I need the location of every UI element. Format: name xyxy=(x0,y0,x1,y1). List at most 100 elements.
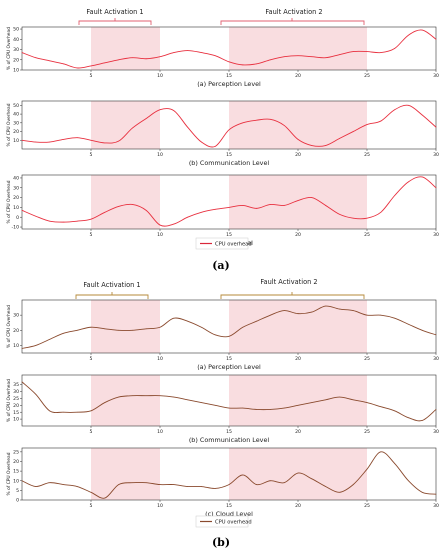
data-point xyxy=(270,480,271,482)
data-point xyxy=(421,329,423,331)
y-tick-label: 40 xyxy=(13,112,19,118)
data-point xyxy=(408,181,409,183)
y-tick-label: 30 xyxy=(13,389,19,395)
data-point xyxy=(201,211,202,213)
data-point xyxy=(118,396,119,398)
data-point xyxy=(325,486,326,487)
data-point xyxy=(159,109,161,111)
data-point xyxy=(297,404,299,406)
data-point xyxy=(380,451,382,453)
data-point xyxy=(104,142,106,144)
x-tick-label: 10 xyxy=(157,503,163,509)
data-point xyxy=(242,326,244,328)
data-point xyxy=(325,399,326,401)
data-point xyxy=(21,348,23,349)
data-point xyxy=(159,484,161,485)
data-point xyxy=(366,217,368,219)
data-point xyxy=(366,468,368,470)
data-point xyxy=(242,205,244,206)
data-point xyxy=(352,310,354,311)
data-point xyxy=(35,141,37,143)
x-tick-label: 5 xyxy=(90,73,93,79)
data-point xyxy=(173,110,175,111)
subplot-label: (b) Communication Level xyxy=(189,436,270,444)
data-point xyxy=(118,59,119,61)
data-point xyxy=(201,141,202,143)
data-point xyxy=(132,395,133,397)
legend-b: CPU overhead xyxy=(195,515,252,528)
data-point xyxy=(242,64,244,66)
chart-panel: 0 5 10 15 20 25 5 10 15 20 25 30 % of CPU Overhead (c… xyxy=(6,447,439,518)
data-point xyxy=(311,56,313,58)
y-tick-label: 40 xyxy=(13,37,19,43)
data-point xyxy=(283,125,285,126)
x-tick-label: 15 xyxy=(226,503,232,509)
data-point xyxy=(104,211,106,213)
data-point xyxy=(145,395,147,397)
data-point xyxy=(173,317,175,319)
data-point xyxy=(421,420,423,421)
data-point xyxy=(90,218,92,220)
caption-a: (a) xyxy=(212,259,230,272)
data-point xyxy=(187,126,188,128)
data-point xyxy=(394,463,395,464)
fault-shade xyxy=(91,101,160,149)
data-point xyxy=(380,211,382,213)
y-tick-label: 25 xyxy=(13,396,19,402)
x-tick-label: 5 xyxy=(90,503,93,509)
data-point xyxy=(104,402,106,403)
data-point xyxy=(339,396,340,398)
data-point xyxy=(21,480,23,482)
y-tick-label: 20 xyxy=(13,129,19,135)
fault-label-2: Fault Activation 2 xyxy=(260,278,317,286)
data-point xyxy=(49,339,50,340)
y-tick-label: -10 xyxy=(11,225,19,231)
x-tick-label: 20 xyxy=(295,232,301,238)
data-point xyxy=(435,493,437,495)
data-point xyxy=(214,404,216,406)
fault-shade xyxy=(91,375,160,426)
data-point xyxy=(394,317,395,319)
data-point xyxy=(228,407,230,409)
data-point xyxy=(242,122,244,124)
x-tick-label: 15 xyxy=(226,232,232,238)
data-point xyxy=(35,215,37,217)
data-point xyxy=(173,223,175,225)
data-point xyxy=(408,105,409,106)
y-tick-label: 50 xyxy=(13,27,19,33)
data-point xyxy=(256,63,257,65)
fault-shade xyxy=(91,300,160,353)
data-point xyxy=(228,484,230,485)
data-point xyxy=(201,402,202,403)
data-point xyxy=(283,56,285,58)
data-point xyxy=(228,61,230,63)
data-point xyxy=(297,55,299,57)
data-point xyxy=(159,326,161,328)
y-axis-label: % of CPU Overhead xyxy=(6,103,12,146)
data-point xyxy=(35,345,37,346)
data-point xyxy=(187,320,188,322)
data-point xyxy=(283,310,285,311)
data-point xyxy=(352,217,354,219)
data-point xyxy=(394,109,395,111)
data-point xyxy=(311,478,313,480)
data-point xyxy=(270,204,271,205)
y-tick-label: 20 xyxy=(13,57,19,63)
data-point xyxy=(380,314,382,316)
data-point xyxy=(159,395,161,397)
fault-shade xyxy=(229,375,367,426)
figure-b-annotations: Fault Activation 1 Fault Activation 2 CP… xyxy=(75,278,365,549)
data-point xyxy=(421,114,423,116)
data-point xyxy=(339,308,340,310)
y-tick-label: 30 xyxy=(13,185,19,191)
data-point xyxy=(256,484,257,485)
data-point xyxy=(339,213,340,215)
data-point xyxy=(435,126,437,128)
data-point xyxy=(132,127,133,129)
data-point xyxy=(352,131,354,132)
data-point xyxy=(325,305,326,307)
data-point xyxy=(132,204,133,205)
